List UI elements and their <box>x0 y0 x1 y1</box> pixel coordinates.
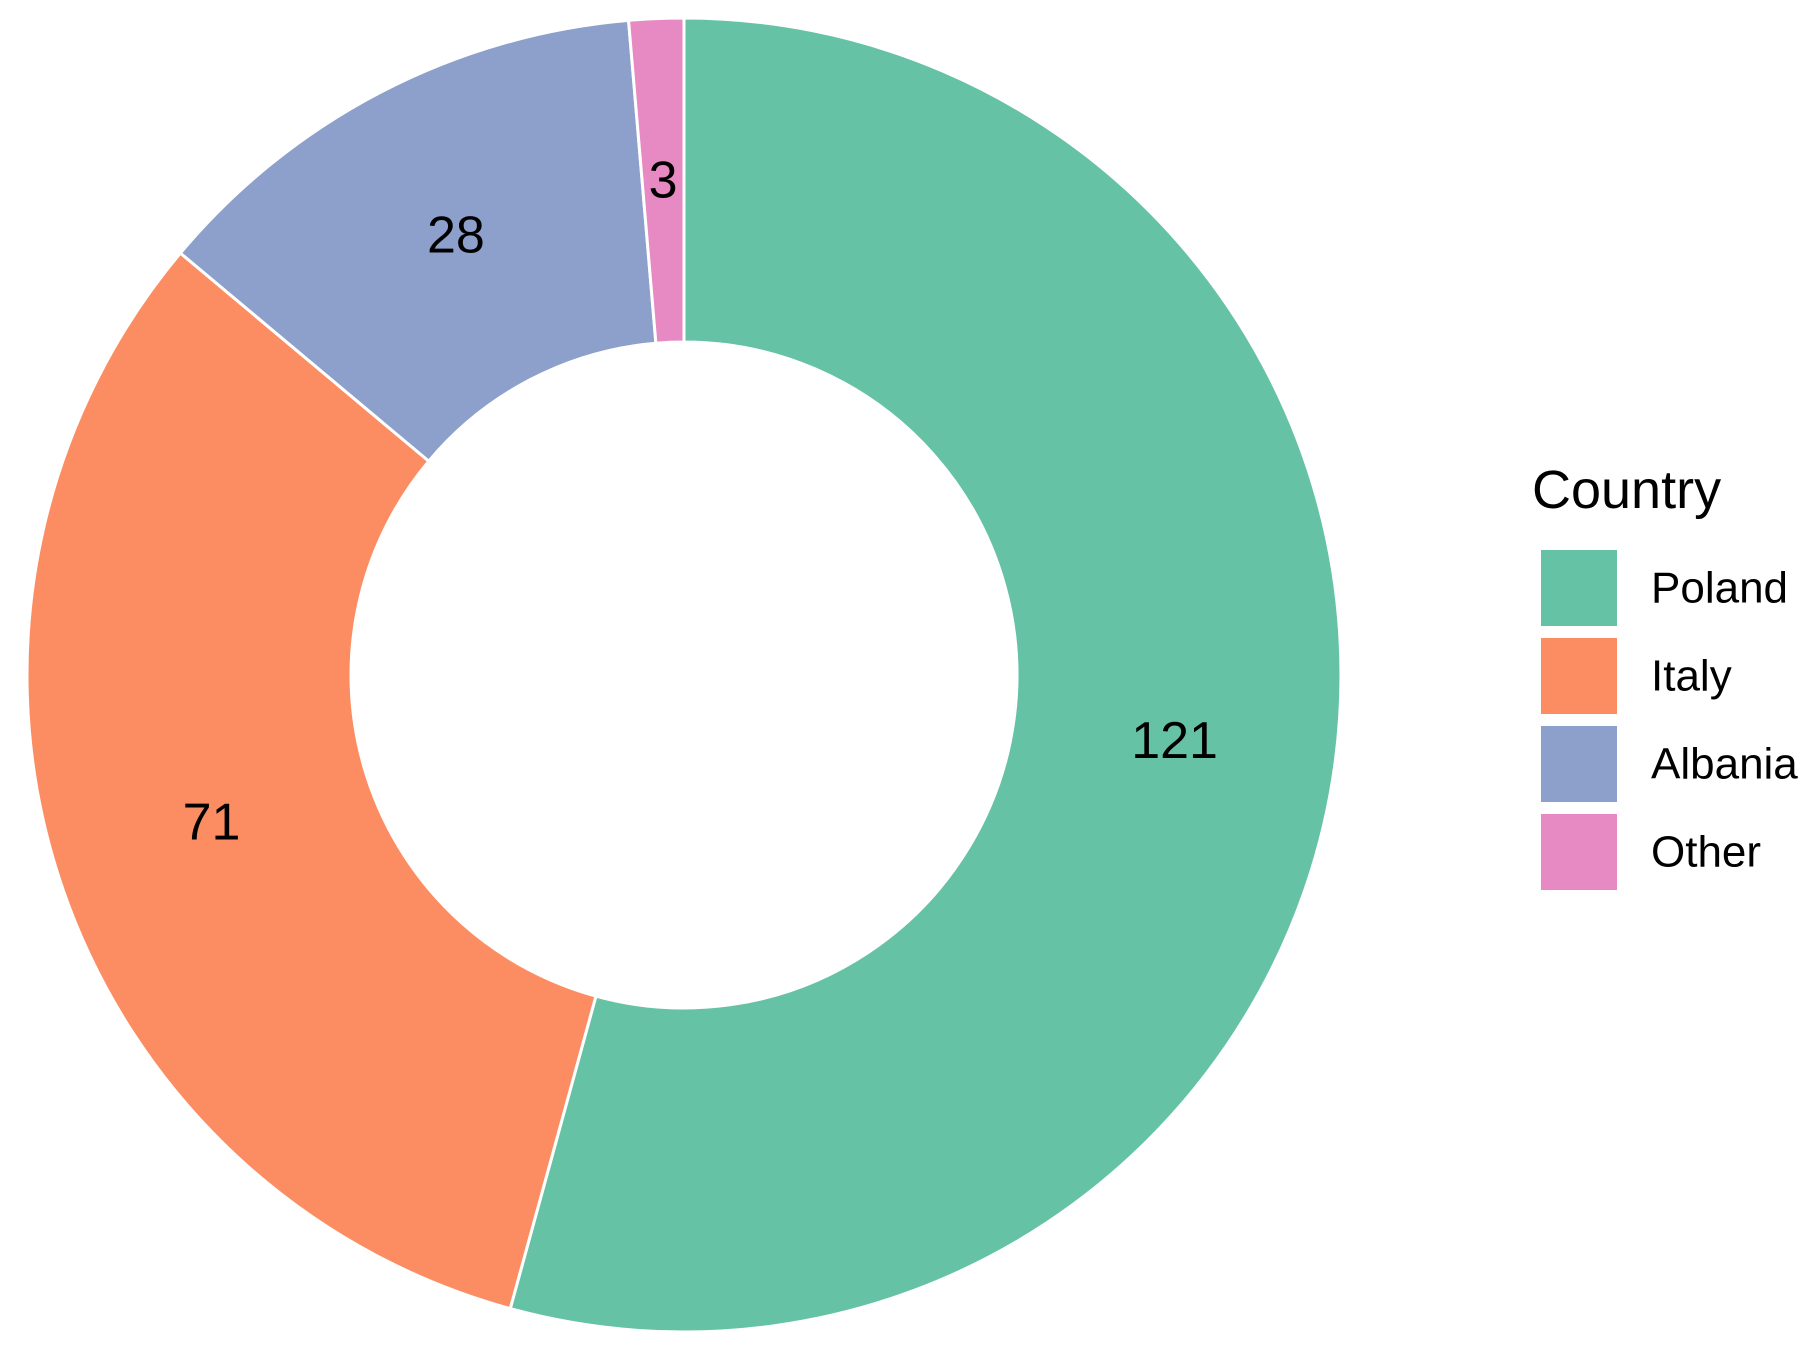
legend-title: Country <box>1532 460 1721 520</box>
slice-italy <box>25 250 598 1311</box>
legend-label-other: Other <box>1651 828 1761 877</box>
slice-label-poland: 121 <box>1131 712 1218 770</box>
legend-key-albania <box>1541 726 1617 802</box>
legend-label-poland: Poland <box>1651 564 1788 613</box>
legend-items: Poland Italy Albania Other <box>1541 550 1798 890</box>
slice-label-other: 3 <box>649 151 678 209</box>
slice-albania <box>178 18 658 464</box>
legend: Country Poland Italy Albania Other <box>1532 460 1798 890</box>
legend-key-poland <box>1541 550 1617 626</box>
slice-poland <box>508 16 1343 1334</box>
slice-label-italy: 71 <box>183 794 241 852</box>
slice-label-albania: 28 <box>427 207 485 265</box>
slice-other <box>626 16 686 345</box>
donut-slices <box>25 16 1343 1334</box>
slice-labels: 121 71 28 3 <box>183 151 1218 851</box>
legend-label-albania: Albania <box>1651 740 1798 789</box>
legend-key-italy <box>1541 638 1617 714</box>
legend-label-italy: Italy <box>1651 652 1732 701</box>
legend-key-other <box>1541 814 1617 890</box>
